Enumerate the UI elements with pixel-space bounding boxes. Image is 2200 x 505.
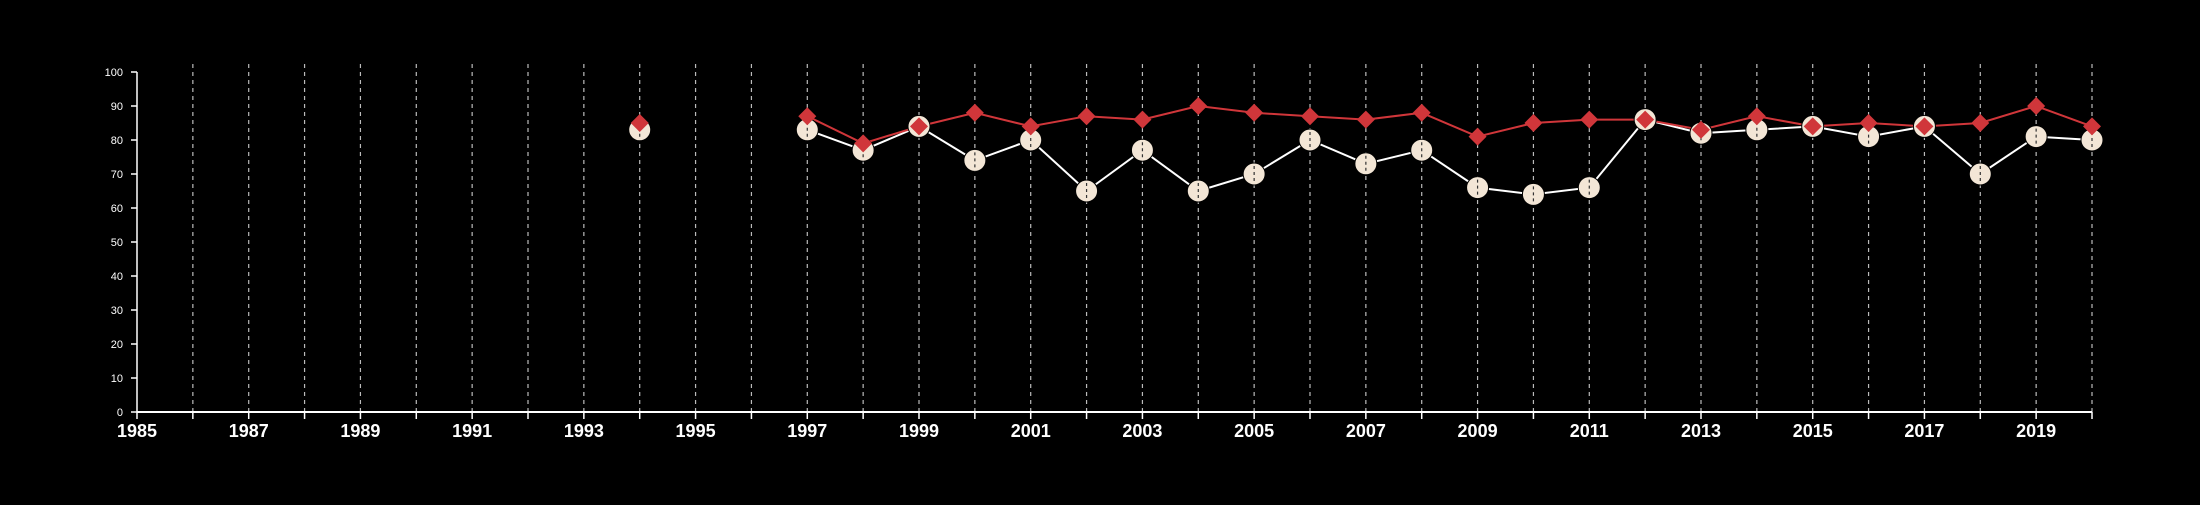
y-tick-label: 70 [111,169,123,181]
series-2-point [2083,117,2101,136]
x-tick-label: 1985 [117,421,157,441]
series-2-point [630,114,649,132]
series-2-point [1356,110,1375,129]
y-tick-label: 90 [111,101,123,113]
y-tick-label: 50 [111,237,123,249]
x-tick-label: 2017 [1904,421,1944,441]
x-tick-label: 1987 [229,421,269,441]
y-tick-label: 30 [111,305,123,317]
x-tick-label: 2007 [1346,421,1386,441]
series-2-point [798,107,817,126]
series-1-line [806,118,2093,196]
series-2-point [910,117,928,136]
x-tick-label: 2011 [1570,421,1609,441]
y-tick-label: 80 [111,135,123,147]
series-2-point [1245,103,1264,122]
series-2-point [965,103,984,122]
x-tick-label: 1991 [452,421,492,441]
y-tick-label: 20 [111,339,123,351]
series-2-point [1971,114,1990,132]
x-tick-label: 2003 [1122,421,1162,441]
x-tick-label: 1997 [787,421,827,441]
y-tick-label: 60 [111,203,123,215]
series-2-point [1412,103,1431,122]
series-2-point [1468,127,1487,146]
x-tick-label: 2009 [1458,421,1498,441]
series-2-point [1692,120,1710,139]
series-2-point [1803,117,1822,136]
series-2-line [806,104,2093,145]
x-tick-label: 2019 [2016,421,2056,441]
series-2-point [1021,117,1040,136]
series-2-point [2027,97,2046,115]
y-tick-label: 100 [105,67,123,79]
y-tick-label: 40 [111,271,123,283]
x-tick-label: 1989 [340,421,380,441]
x-tick-label: 2005 [1234,421,1274,441]
series-2-point [1747,107,1766,126]
x-tick-label: 1995 [676,421,716,441]
series-2-point [1636,110,1655,129]
series-2-point [854,134,873,153]
series-2-point [1133,110,1152,129]
series-2-point [1189,97,1208,115]
x-tick-label: 2001 [1011,421,1051,441]
series-2-point [1915,117,1934,136]
y-tick-label: 0 [117,407,123,419]
x-tick-label: 2013 [1681,421,1721,441]
y-tick-label: 10 [111,373,123,385]
series-2-point [1524,114,1543,132]
x-tick-label: 1993 [564,421,604,441]
series-2-point [1580,110,1599,129]
series-2-point [1077,107,1096,126]
series-2-point [1301,107,1319,126]
x-tick-label: 2015 [1793,421,1833,441]
x-tick-label: 1999 [899,421,939,441]
axes: 0 10 20 30 40 50 60 70 80 90 100 1985 1987 1989 1991 19… [105,67,2093,441]
series-2-point [1859,114,1878,132]
series [628,97,2104,206]
